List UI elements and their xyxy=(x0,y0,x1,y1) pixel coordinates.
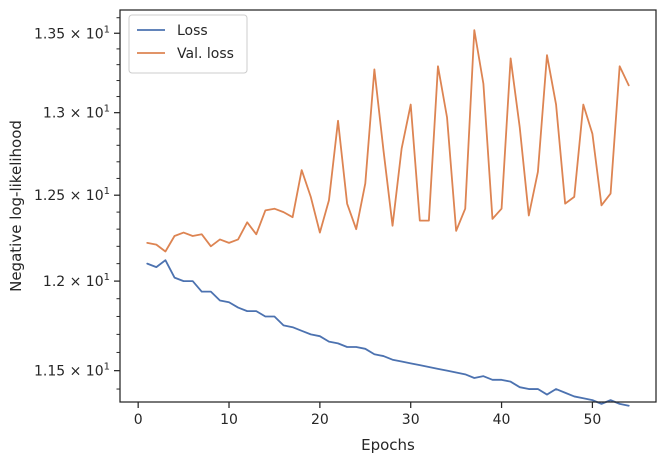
x-tick-label: 30 xyxy=(402,412,420,428)
y-axis-label: Negative log-likelihood xyxy=(7,120,25,292)
y-tick-label: 1.2 × 101 xyxy=(43,272,110,290)
legend-entry-label: Loss xyxy=(177,23,208,39)
y-tick-label: 1.3 × 101 xyxy=(43,104,110,122)
y-tick-label: 1.35 × 101 xyxy=(34,24,110,42)
x-tick-label: 0 xyxy=(134,412,143,428)
y-tick-label: 1.25 × 101 xyxy=(34,186,110,204)
y-tick-label: 1.15 × 101 xyxy=(34,362,110,380)
x-tick-label: 50 xyxy=(583,412,601,428)
x-axis: 0 10 20 30 40 50 xyxy=(134,402,601,428)
series-line-val-loss xyxy=(146,29,630,253)
legend: Loss Val. loss xyxy=(128,14,248,74)
x-tick-label: 20 xyxy=(311,412,329,428)
legend-entry-label: Val. loss xyxy=(177,46,234,62)
x-axis-label: Epochs xyxy=(361,436,415,454)
x-tick-label: 40 xyxy=(493,412,511,428)
plot-frame xyxy=(119,9,657,403)
series-layer xyxy=(146,29,630,407)
y-axis: 1.15 × 101 1.2 × 101 1.25 × 101 1.3 × 101 1.… xyxy=(34,17,120,390)
series-line-loss xyxy=(146,259,630,407)
x-tick-label: 10 xyxy=(220,412,238,428)
